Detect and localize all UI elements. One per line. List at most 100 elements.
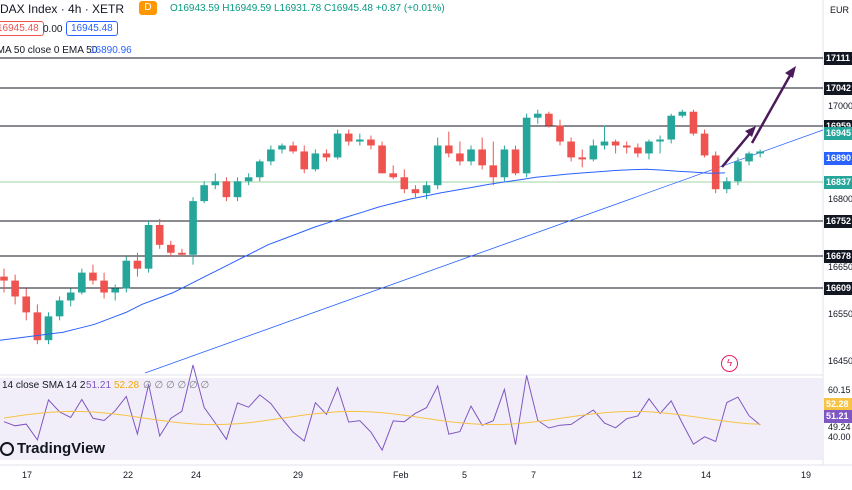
candle-body	[400, 177, 409, 190]
rsi-line	[3, 364, 761, 452]
candle-body	[66, 292, 75, 301]
price-level-label: 16752	[824, 215, 852, 228]
ema-indicator-label[interactable]: EMA 50 close 0 EMA 50	[0, 45, 98, 56]
candle-body	[178, 252, 186, 255]
price-level-label: 16609	[824, 282, 852, 295]
price-tick: 16800	[828, 194, 852, 204]
time-axis-label: 22	[123, 470, 134, 480]
rsi-ma-line	[3, 410, 761, 426]
symbol-title[interactable]: DAX Index · 4h · XETR	[0, 2, 125, 16]
candle-body	[533, 113, 542, 118]
price-tick: 16650	[828, 262, 852, 272]
lightning-icon[interactable]: ϟ	[721, 355, 738, 372]
candle-body	[567, 141, 575, 158]
candle-body	[411, 189, 420, 194]
arrow-head-long	[785, 66, 796, 78]
candle-body	[500, 149, 509, 178]
ema-indicator-value: 16890.96	[90, 45, 132, 56]
candle-body	[244, 177, 253, 182]
price-level-label: 17042	[824, 82, 852, 95]
candle-body	[489, 165, 498, 178]
candle-body	[111, 288, 119, 293]
rsi-scale-label: 52.28	[824, 398, 852, 411]
candle-body	[189, 201, 197, 255]
price-level-label: 16678	[824, 250, 852, 263]
candle-body	[589, 145, 598, 160]
currency-label: EUR	[830, 5, 850, 15]
candle-body	[11, 280, 19, 297]
candle-body	[278, 145, 286, 150]
price-tick: 16550	[828, 309, 852, 319]
rsi-value: 51.21	[86, 380, 112, 391]
time-axis-label: 24	[191, 470, 202, 480]
candle-body	[678, 111, 687, 116]
candle-body	[100, 280, 108, 293]
candle-body	[267, 149, 275, 162]
candle-body	[734, 161, 742, 182]
candle-body	[700, 133, 709, 156]
rsi-label[interactable]: 14 close SMA 14 2	[2, 380, 86, 391]
trendline	[144, 129, 824, 374]
spread-value: 0.00	[43, 24, 63, 35]
sell-price-button[interactable]: 16945.48	[0, 21, 44, 36]
time-axis-label: 5	[462, 470, 468, 480]
arrow-line-short	[721, 130, 753, 168]
time-axis-label: 7	[531, 470, 537, 480]
time-axis-label: 29	[293, 470, 304, 480]
candle-body	[155, 224, 164, 245]
candle-body	[289, 145, 297, 152]
candle-body	[333, 133, 342, 158]
candle-body	[255, 161, 264, 178]
candle-body	[144, 224, 153, 269]
candle-body	[167, 244, 175, 253]
price-tick: 16450	[828, 356, 852, 366]
ohlc-readout: O16943.59 H16949.59 L16931.78 C16945.48 …	[170, 3, 445, 14]
candle-body	[578, 157, 587, 160]
tradingview-logo[interactable]: TradingView	[0, 440, 105, 457]
rsi-scale-label: 51.21	[824, 410, 852, 423]
rsi-scale-label: 49.24	[828, 422, 851, 432]
candle-body	[322, 153, 331, 158]
candle-body	[556, 125, 564, 142]
candle-body	[756, 151, 764, 154]
rsi-scale-label: 40.00	[828, 432, 851, 442]
time-axis-label: 14	[701, 470, 712, 480]
time-axis-label: 12	[632, 470, 643, 480]
candle-body	[378, 145, 386, 174]
candle-body	[689, 111, 698, 134]
d-badge: D	[139, 1, 157, 15]
buy-price-button[interactable]: 16945.48	[66, 21, 118, 36]
candle-body	[634, 147, 642, 154]
candle-body	[467, 149, 475, 162]
candle-body	[55, 300, 64, 317]
candle-body	[133, 260, 142, 269]
price-level-label: 16945	[824, 127, 852, 140]
candle-body	[645, 141, 653, 154]
candle-body	[667, 115, 675, 140]
time-axis-label: 17	[22, 470, 33, 480]
arrow-head-short	[745, 126, 756, 137]
candle-body	[122, 260, 131, 289]
candle-body	[311, 153, 320, 170]
time-axis-label: Feb	[393, 470, 409, 480]
candle-body	[344, 133, 353, 142]
candle-body	[0, 276, 8, 281]
candle-body	[33, 312, 42, 341]
candle-body	[522, 117, 531, 174]
price-tick: 17000	[828, 101, 852, 111]
rsi-ma-value: 52.28	[114, 380, 140, 391]
candle-body	[745, 153, 753, 162]
price-level-label: 17111	[824, 52, 852, 65]
candle-body	[600, 141, 609, 146]
candle-body	[211, 181, 220, 186]
candle-body	[422, 185, 431, 194]
candle-body	[445, 145, 453, 154]
time-axis-label: 19	[801, 470, 812, 480]
candle-body	[200, 185, 208, 202]
candle-body	[545, 113, 553, 126]
candle-body	[723, 181, 731, 190]
candle-body	[78, 272, 86, 293]
rsi-extra-values: ∅ ∅ ∅ ∅ ∅ ∅	[143, 380, 210, 391]
